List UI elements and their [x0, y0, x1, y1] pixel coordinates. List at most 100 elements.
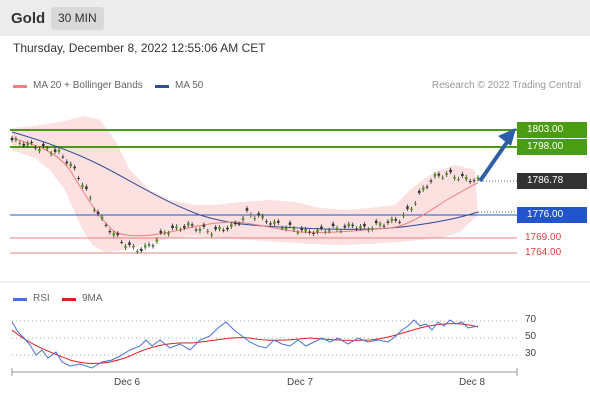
candle-body	[410, 208, 413, 211]
candle-body	[382, 225, 386, 227]
candle-body	[308, 231, 311, 233]
candle-body	[335, 227, 339, 230]
candle-body	[104, 224, 108, 226]
candle-body	[414, 203, 417, 205]
candle-body	[30, 141, 33, 144]
candle-body	[390, 218, 394, 222]
rsi-legend-swatch	[13, 298, 27, 301]
candle-body	[241, 217, 245, 220]
candle-body	[81, 184, 84, 187]
candle-body	[265, 221, 268, 223]
candle-body	[108, 230, 112, 233]
candle-body	[167, 233, 170, 235]
candle-body	[218, 227, 221, 230]
candle-body	[253, 218, 257, 220]
candle-body	[367, 229, 370, 231]
candle-body	[124, 245, 127, 248]
candle-body	[304, 228, 307, 232]
candle-body	[163, 232, 167, 234]
candle-body	[65, 161, 69, 164]
ma20-legend-swatch	[13, 85, 27, 88]
candle-body	[237, 223, 241, 225]
research-credit: Research © 2022 Trading Central	[431, 80, 581, 91]
candle-body	[89, 197, 92, 199]
candle-body	[10, 137, 14, 141]
candle-body	[292, 228, 296, 230]
candle-body	[222, 230, 225, 232]
candle-body	[433, 174, 437, 177]
ma50-legend-label: MA 50	[175, 80, 204, 91]
candle-body	[100, 216, 104, 219]
candle-body	[38, 149, 41, 152]
candle-body	[53, 149, 57, 152]
r1-label: 1798.00	[517, 139, 587, 155]
candle-body	[457, 179, 460, 181]
candle-body	[132, 246, 135, 248]
x-tick-dec6: Dec 6	[114, 377, 141, 388]
rsi-tick-70: 70	[525, 314, 537, 325]
candle-body	[18, 142, 22, 144]
candle-body	[312, 232, 315, 234]
candle-body	[445, 173, 448, 175]
candle-body	[339, 231, 343, 233]
ma50-line	[11, 131, 479, 230]
rsi-tick-30: 30	[525, 348, 537, 359]
candle-body	[186, 223, 190, 226]
candle-body	[406, 206, 409, 209]
candle-body	[226, 227, 229, 230]
candle-body	[323, 231, 327, 233]
candle-body	[139, 248, 143, 252]
ma9-legend-label: 9MA	[82, 293, 103, 304]
rsi-legend-label: RSI	[33, 293, 50, 304]
candle-body	[417, 190, 421, 193]
candle-body	[441, 177, 445, 179]
candle-body	[45, 148, 49, 150]
candle-body	[476, 177, 480, 180]
last-price-label: 1786.78	[517, 173, 587, 189]
candle-body	[370, 228, 374, 230]
candle-body	[449, 169, 452, 173]
candle-body	[179, 229, 182, 231]
candle-body	[351, 224, 354, 227]
candle-body	[343, 225, 347, 228]
candle-body	[280, 227, 284, 229]
candle-body	[363, 224, 366, 227]
candle-body	[249, 214, 253, 216]
forecast-arrow-shaft	[478, 136, 512, 183]
candle-body	[116, 233, 120, 236]
candle-body	[359, 226, 362, 229]
candle-body	[402, 214, 405, 217]
timeframe-button[interactable]: 30 MIN	[51, 7, 104, 30]
candle-body	[320, 226, 323, 229]
candle-body	[190, 224, 194, 226]
candle-body	[429, 180, 433, 182]
candle-body	[296, 232, 300, 234]
candle-body	[374, 220, 378, 224]
candle-body	[210, 234, 214, 236]
candle-body	[425, 186, 429, 188]
x-tick-dec8: Dec 8	[459, 377, 486, 388]
ma9-legend-swatch	[62, 298, 76, 301]
candle-body	[288, 222, 292, 225]
candle-body	[229, 224, 233, 227]
s2-label: 1769.00	[525, 232, 562, 243]
candle-body	[136, 251, 139, 253]
header-bar: Gold 30 MIN	[0, 0, 590, 36]
instrument-title: Gold	[11, 10, 46, 27]
candle-body	[421, 187, 425, 190]
candle-body	[261, 215, 264, 219]
candle-body	[269, 223, 272, 225]
candle-body	[453, 176, 456, 179]
candle-body	[61, 156, 65, 158]
candle-body	[96, 211, 100, 215]
candle-body	[276, 220, 280, 223]
candle-body	[147, 244, 151, 246]
rsi-9ma-line	[11, 323, 479, 364]
candle-body	[316, 229, 319, 233]
candle-body	[26, 142, 29, 146]
candle-body	[378, 223, 382, 226]
candlestick-series	[10, 135, 480, 254]
candle-body	[206, 231, 210, 233]
r2-label: 1803.00	[517, 122, 587, 138]
